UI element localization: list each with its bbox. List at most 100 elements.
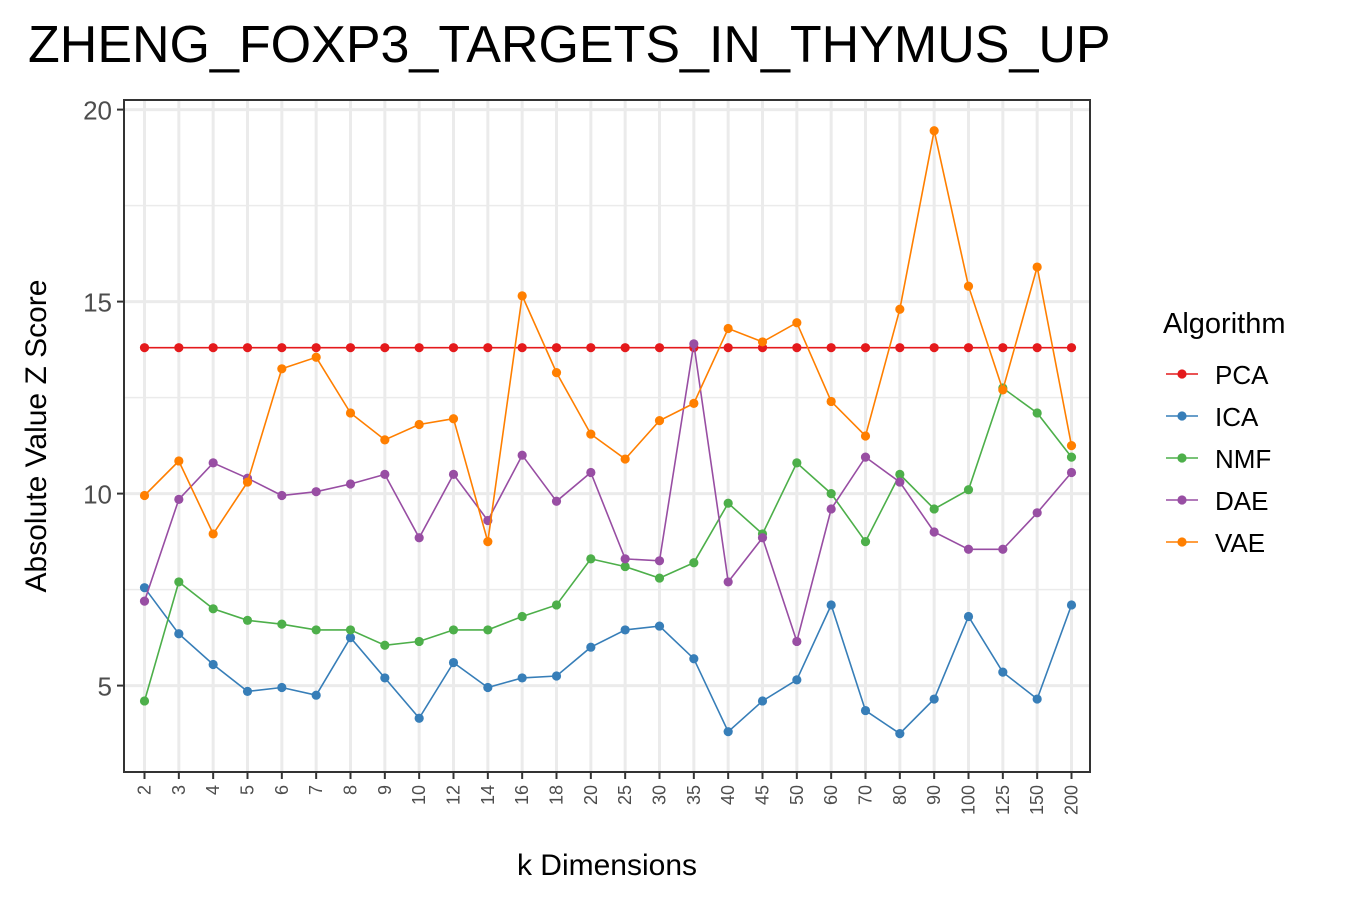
data-point-vae (929, 126, 939, 136)
data-point-dae (380, 469, 390, 479)
series-line-ica (143, 587, 1073, 735)
data-point-pca (723, 343, 733, 353)
legend-label: VAE (1215, 528, 1265, 558)
data-point-vae (517, 291, 527, 301)
data-point-pca (1066, 343, 1077, 353)
data-point-pca (792, 343, 802, 353)
legend: Algorithm PCA ICA NMF DAE VAE (1163, 308, 1286, 558)
x-tick-label: 30 (650, 785, 670, 805)
data-point-ica (689, 654, 699, 664)
data-point-nmf (242, 615, 253, 625)
x-tick-label: 8 (341, 785, 361, 795)
series-pca (139, 343, 1077, 353)
data-point-nmf (380, 640, 390, 650)
x-tick-label: 125 (993, 785, 1013, 815)
x-tick-label: 60 (821, 785, 841, 805)
data-point-nmf (139, 696, 150, 706)
panel-border (123, 99, 1091, 773)
data-point-vae (208, 529, 218, 539)
series-line-dae (143, 343, 1073, 645)
data-point-vae (757, 337, 768, 347)
data-point-ica (723, 727, 733, 737)
x-tick-label: 100 (959, 785, 979, 815)
data-point-nmf (483, 625, 493, 635)
legend-item-ica: ICA (1166, 402, 1259, 432)
data-point-dae (998, 544, 1008, 554)
data-point-vae (174, 456, 184, 466)
data-point-vae (242, 477, 253, 487)
legend-key-point (1177, 369, 1187, 379)
data-point-ica (517, 673, 527, 683)
data-point-pca (860, 343, 871, 353)
data-point-dae (517, 450, 527, 460)
data-point-pca (620, 343, 630, 353)
legend-item-dae: DAE (1166, 486, 1268, 516)
data-point-vae (586, 429, 596, 439)
data-point-ica (654, 621, 665, 631)
data-point-dae (860, 452, 871, 462)
x-tick-label: 5 (238, 785, 258, 795)
data-point-nmf (414, 636, 424, 647)
data-point-dae (345, 479, 356, 489)
data-point-vae (654, 416, 665, 426)
data-point-nmf (654, 573, 665, 583)
legend-title: Algorithm (1163, 308, 1286, 340)
data-point-ica (311, 690, 321, 700)
data-point-nmf (689, 558, 699, 568)
x-tick-label: 90 (924, 785, 944, 805)
chart-title: ZHENG_FOXP3_TARGETS_IN_THYMUS_UP (28, 16, 1111, 74)
series-dae (139, 339, 1077, 647)
x-tick-label: 200 (1062, 785, 1082, 815)
data-point-ica (1032, 694, 1042, 704)
data-point-vae (139, 490, 150, 501)
data-point-ica (929, 694, 939, 704)
data-point-dae (551, 496, 562, 506)
series-ica (139, 583, 1077, 739)
legend-label: DAE (1215, 486, 1268, 516)
legend-item-vae: VAE (1166, 528, 1265, 558)
x-tick-label: 10 (409, 785, 429, 805)
data-point-vae (826, 396, 836, 407)
legend-key-point (1177, 495, 1187, 505)
data-point-dae (139, 596, 150, 606)
series-line-vae (143, 130, 1073, 542)
x-tick-label: 2 (135, 785, 155, 795)
data-point-vae (483, 537, 493, 547)
data-point-nmf (208, 604, 218, 614)
x-tick-label: 12 (444, 785, 464, 805)
x-tick-label: 50 (787, 785, 807, 805)
series-layer (139, 126, 1077, 739)
legend-key-point (1177, 453, 1187, 463)
data-point-vae (448, 414, 459, 424)
legend-item-pca: PCA (1166, 360, 1269, 390)
data-point-ica (620, 625, 630, 635)
data-point-ica (757, 696, 768, 706)
data-point-nmf (963, 485, 974, 495)
data-point-nmf (448, 625, 459, 635)
data-point-dae (414, 533, 424, 543)
data-point-vae (551, 368, 562, 378)
data-point-vae (689, 398, 699, 408)
x-tick-label: 9 (375, 785, 395, 795)
x-tick-label: 40 (718, 785, 738, 805)
y-axis-label: Absolute Value Z Score (20, 280, 53, 593)
data-point-pca (826, 343, 836, 353)
data-point-nmf (860, 537, 871, 547)
data-point-pca (895, 343, 905, 353)
data-point-dae (1066, 467, 1077, 478)
x-tick-label: 70 (856, 785, 876, 805)
x-tick-label: 14 (478, 785, 498, 805)
legend-label: ICA (1215, 402, 1259, 432)
data-point-vae (860, 431, 871, 441)
data-point-ica (208, 659, 218, 670)
data-point-vae (998, 385, 1008, 395)
data-point-nmf (620, 561, 630, 572)
data-point-nmf (174, 577, 184, 587)
y-tick-label: 10 (83, 480, 112, 510)
data-point-nmf (826, 489, 836, 499)
data-point-ica (380, 673, 390, 683)
x-tick-label: 16 (512, 785, 532, 805)
data-point-ica (586, 642, 596, 652)
data-point-vae (311, 352, 321, 362)
